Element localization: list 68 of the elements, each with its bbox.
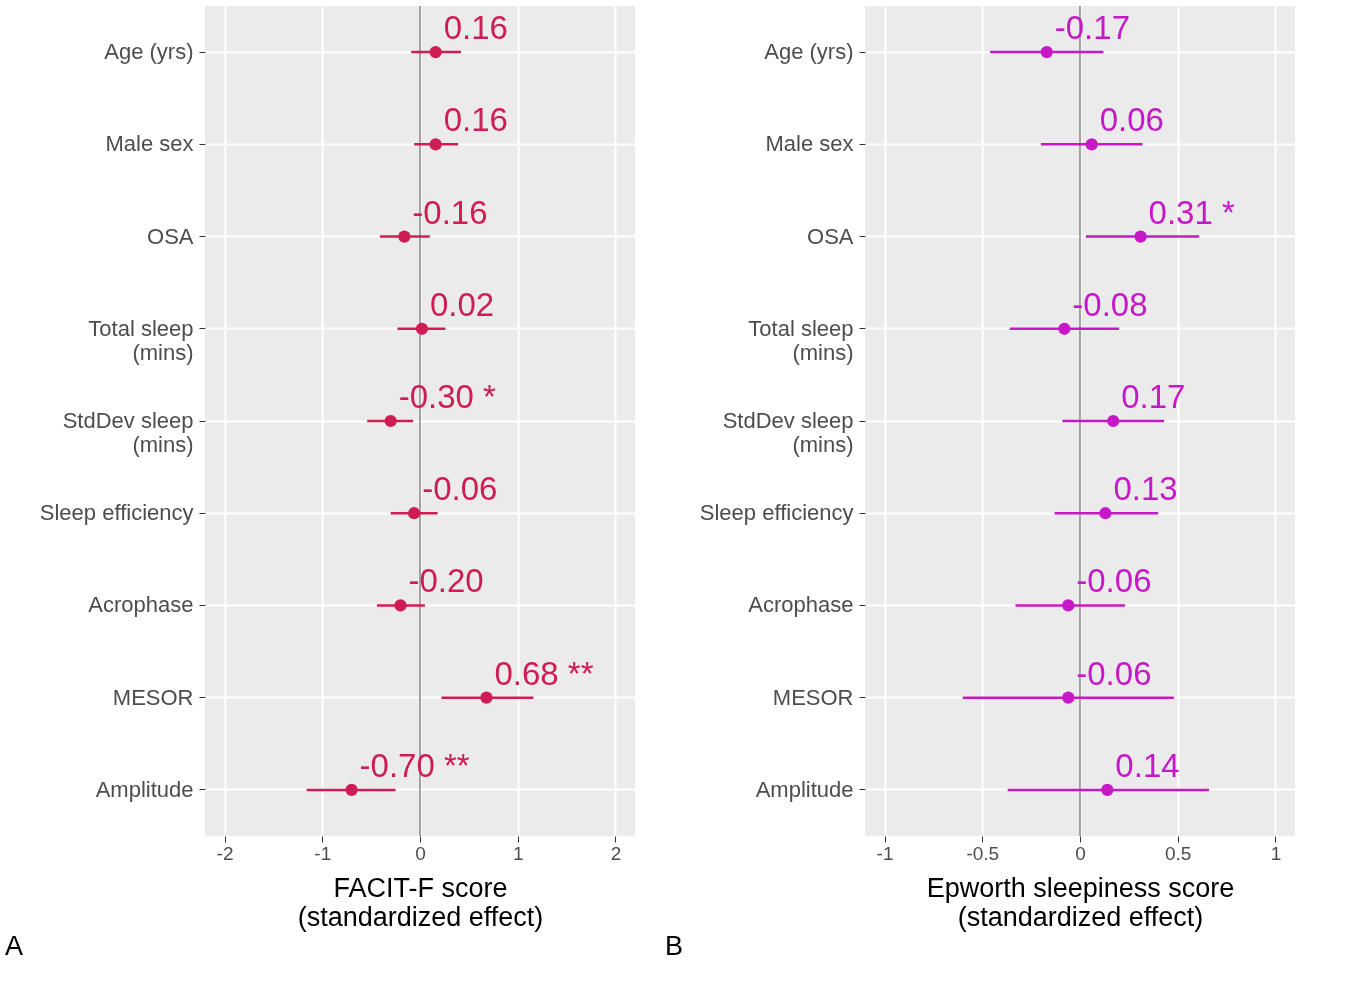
point [1040, 46, 1053, 59]
data-label: -0.70 ** [359, 746, 470, 784]
point [345, 783, 358, 796]
y-tick-label: MESOR [772, 684, 854, 710]
point [1085, 138, 1098, 151]
x-tick-label: -0.5 [966, 842, 1000, 864]
point [1107, 414, 1120, 428]
data-label: -0.06 [1076, 654, 1152, 692]
y-tick-label: StdDev sleep (mins) [722, 408, 854, 457]
data-label: -0.06 [422, 470, 498, 508]
point [1134, 230, 1147, 243]
data-label: -0.08 [1072, 285, 1148, 323]
y-tick-label: Total sleep (mins) [748, 315, 854, 365]
y-tick-label: Sleep efficiency [39, 500, 194, 526]
y-tick-label: Male sex [105, 131, 194, 157]
data-label: -0.06 [1076, 562, 1152, 600]
x-tick-label: 0 [1075, 842, 1086, 864]
point [480, 691, 493, 704]
point [1099, 507, 1112, 520]
point [398, 230, 411, 243]
data-label: 0.16 [443, 9, 508, 47]
x-tick-label: 1 [1270, 842, 1282, 864]
data-label: -0.17 [1054, 9, 1130, 47]
y-tick-label: OSA [147, 223, 194, 249]
y-tick-label: Sleep efficiency [699, 500, 854, 526]
point [1062, 599, 1075, 612]
y-tick-label: MESOR [112, 684, 194, 710]
data-label: 0.13 [1113, 470, 1178, 508]
y-tick-label: Amplitude [755, 776, 854, 802]
data-label: 0.31 * [1148, 193, 1235, 231]
y-tick-label: Acrophase [88, 592, 194, 618]
text: A [5, 931, 24, 961]
x-axis-title: FACIT-F score (standardized effect) [297, 872, 544, 932]
y-tick-label: Amplitude [95, 776, 194, 802]
data-label: 0.06 [1099, 101, 1164, 139]
data-label: 0.14 [1115, 746, 1180, 784]
point [1062, 691, 1075, 704]
y-tick-label: Age (yrs) [764, 39, 854, 65]
x-tick-label: 0.5 [1165, 842, 1192, 864]
point [1058, 322, 1071, 335]
data-label: -0.16 [412, 193, 488, 231]
y-tick-label: OSA [807, 223, 854, 249]
point [429, 138, 442, 151]
x-tick-label: 2 [610, 842, 622, 864]
x-tick-label: 0 [415, 842, 426, 864]
point [415, 322, 429, 335]
x-tick-label: -1 [314, 842, 332, 864]
point [1101, 783, 1114, 796]
data-label: 0.17 [1121, 378, 1186, 415]
data-label: -0.20 [408, 562, 484, 600]
y-tick-label: Total sleep (mins) [88, 315, 194, 365]
data-label: 0.16 [443, 101, 508, 139]
x-tick-label: -1 [876, 842, 894, 864]
x-tick-label: -2 [216, 842, 234, 864]
data-label: 0.02 [429, 285, 495, 323]
x-tick-label: 1 [512, 842, 524, 864]
data-label: -0.30 * [398, 378, 497, 415]
point [394, 599, 407, 612]
data-label: 0.68 ** [494, 654, 594, 692]
y-tick-label: Acrophase [748, 592, 854, 618]
point [384, 414, 397, 428]
point [408, 507, 421, 520]
point [429, 46, 442, 59]
text: B [665, 931, 684, 961]
y-tick-label: Age (yrs) [104, 39, 194, 65]
x-axis-title: Epworth sleepiness score (standardized effect) [926, 872, 1235, 932]
y-tick-label: Male sex [765, 131, 854, 157]
y-tick-label: StdDev sleep (mins) [62, 408, 194, 457]
